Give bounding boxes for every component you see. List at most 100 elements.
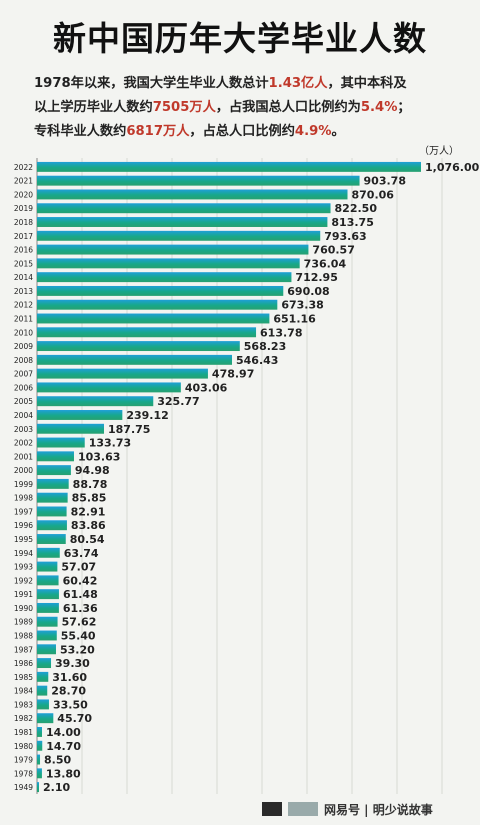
data-label: 80.54 bbox=[70, 533, 105, 546]
data-label: 85.85 bbox=[72, 492, 107, 505]
data-label: 53.20 bbox=[60, 643, 95, 656]
bar bbox=[37, 410, 123, 420]
data-label: 1,076.00 bbox=[425, 161, 480, 174]
data-label: 736.04 bbox=[304, 257, 347, 270]
data-label: 133.73 bbox=[89, 437, 131, 450]
data-label: 651.16 bbox=[273, 313, 316, 326]
category-tick-label: 1978 bbox=[14, 769, 33, 778]
bar bbox=[37, 189, 348, 200]
data-label: 60.42 bbox=[63, 574, 98, 587]
category-tick-label: 2003 bbox=[14, 425, 33, 434]
bar bbox=[37, 341, 240, 352]
category-tick-label: 2020 bbox=[14, 190, 33, 199]
watermark-footer: 网易号 | 明少说故事 bbox=[262, 799, 480, 819]
category-tick-label: 2011 bbox=[14, 315, 33, 324]
bar bbox=[37, 602, 59, 613]
data-label: 822.50 bbox=[335, 202, 378, 215]
bar bbox=[37, 520, 67, 531]
category-tick-label: 1997 bbox=[14, 507, 33, 516]
data-label: 33.50 bbox=[53, 698, 88, 711]
data-label: 325.77 bbox=[157, 395, 199, 408]
category-tick-label: 1992 bbox=[14, 576, 33, 585]
bar bbox=[37, 644, 56, 655]
data-label: 8.50 bbox=[44, 754, 71, 767]
category-tick-label: 1998 bbox=[14, 494, 33, 503]
subtitle-text: 。 bbox=[331, 124, 345, 139]
data-label: 94.98 bbox=[75, 464, 110, 477]
bar bbox=[37, 327, 257, 338]
category-tick-label: 1989 bbox=[14, 618, 33, 627]
bar bbox=[37, 616, 58, 627]
category-tick-label: 2017 bbox=[14, 232, 33, 241]
unit-label: （万人） bbox=[419, 146, 459, 157]
category-tick-label: 2006 bbox=[14, 383, 33, 392]
category-tick-label: 2022 bbox=[14, 163, 33, 172]
data-label: 478.97 bbox=[212, 368, 254, 381]
data-label: 690.08 bbox=[287, 285, 329, 298]
data-label: 760.57 bbox=[312, 244, 354, 257]
data-label: 239.12 bbox=[126, 409, 168, 422]
data-label: 613.78 bbox=[260, 326, 302, 339]
category-tick-label: 1986 bbox=[14, 659, 33, 668]
bar bbox=[37, 423, 105, 434]
category-tick-label: 1988 bbox=[14, 632, 33, 641]
category-tick-label: 1980 bbox=[14, 742, 33, 751]
bar bbox=[37, 534, 66, 544]
bar bbox=[37, 699, 49, 710]
subtitle-line-2: 以上学历毕业人数约7505万人，占我国总人口比例约为5.4%； bbox=[34, 96, 474, 115]
category-tick-label: 1984 bbox=[14, 687, 33, 696]
data-label: 82.91 bbox=[71, 505, 106, 518]
bar bbox=[37, 671, 49, 682]
bar bbox=[37, 658, 52, 669]
data-label: 14.70 bbox=[46, 740, 81, 753]
bar bbox=[37, 368, 208, 379]
category-tick-label: 1987 bbox=[14, 645, 33, 654]
data-label: 83.86 bbox=[71, 519, 106, 532]
bar bbox=[37, 465, 71, 476]
category-tick-label: 1982 bbox=[14, 714, 33, 723]
category-tick-label: 1990 bbox=[14, 604, 33, 613]
data-label: 39.30 bbox=[55, 657, 90, 670]
data-label: 870.06 bbox=[352, 188, 395, 201]
data-label: 63.74 bbox=[64, 547, 99, 560]
data-label: 57.07 bbox=[61, 561, 96, 574]
data-label: 2.10 bbox=[43, 781, 70, 794]
category-tick-label: 2009 bbox=[14, 342, 33, 351]
data-label: 55.40 bbox=[61, 630, 96, 643]
data-label: 57.62 bbox=[62, 616, 97, 629]
subtitle-text: 专科毕业人数约 bbox=[34, 124, 127, 139]
data-label: 14.00 bbox=[46, 726, 81, 739]
bar bbox=[37, 547, 60, 558]
subtitle-text: 1978年以来，我国大学生毕业人数总计 bbox=[34, 76, 269, 91]
bar bbox=[37, 630, 57, 641]
bar bbox=[37, 382, 181, 393]
data-label: 187.75 bbox=[108, 423, 150, 436]
bar bbox=[37, 437, 85, 448]
bar bbox=[37, 217, 328, 227]
subtitle-highlight: 7505万人 bbox=[152, 100, 216, 115]
chart-title: 新中国历年大学毕业人数 bbox=[53, 19, 427, 58]
data-label: 31.60 bbox=[52, 671, 87, 684]
category-tick-label: 2002 bbox=[14, 439, 33, 448]
bar bbox=[37, 685, 48, 696]
subtitle-highlight: 5.4% bbox=[360, 100, 398, 115]
category-tick-label: 1949 bbox=[14, 783, 33, 792]
bar bbox=[37, 299, 278, 310]
bar bbox=[37, 754, 41, 765]
bar bbox=[37, 175, 360, 186]
category-tick-label: 1995 bbox=[14, 535, 33, 544]
subtitle-text: ，占总人口比例约 bbox=[189, 124, 295, 139]
bar bbox=[37, 244, 309, 255]
category-tick-label: 2001 bbox=[14, 452, 33, 461]
category-tick-label: 2016 bbox=[14, 246, 33, 255]
category-tick-label: 1985 bbox=[14, 673, 33, 682]
subtitle-text: ，占我国总人口比例约为 bbox=[215, 100, 361, 115]
bar bbox=[37, 713, 54, 724]
bar bbox=[37, 258, 300, 269]
bar bbox=[37, 506, 67, 517]
subtitle-highlight: 6817万人 bbox=[126, 124, 190, 139]
data-label: 61.48 bbox=[63, 588, 98, 601]
bar bbox=[37, 285, 284, 296]
subtitle-line-3: 专科毕业人数约6817万人，占总人口比例约4.9%。 bbox=[34, 120, 474, 139]
